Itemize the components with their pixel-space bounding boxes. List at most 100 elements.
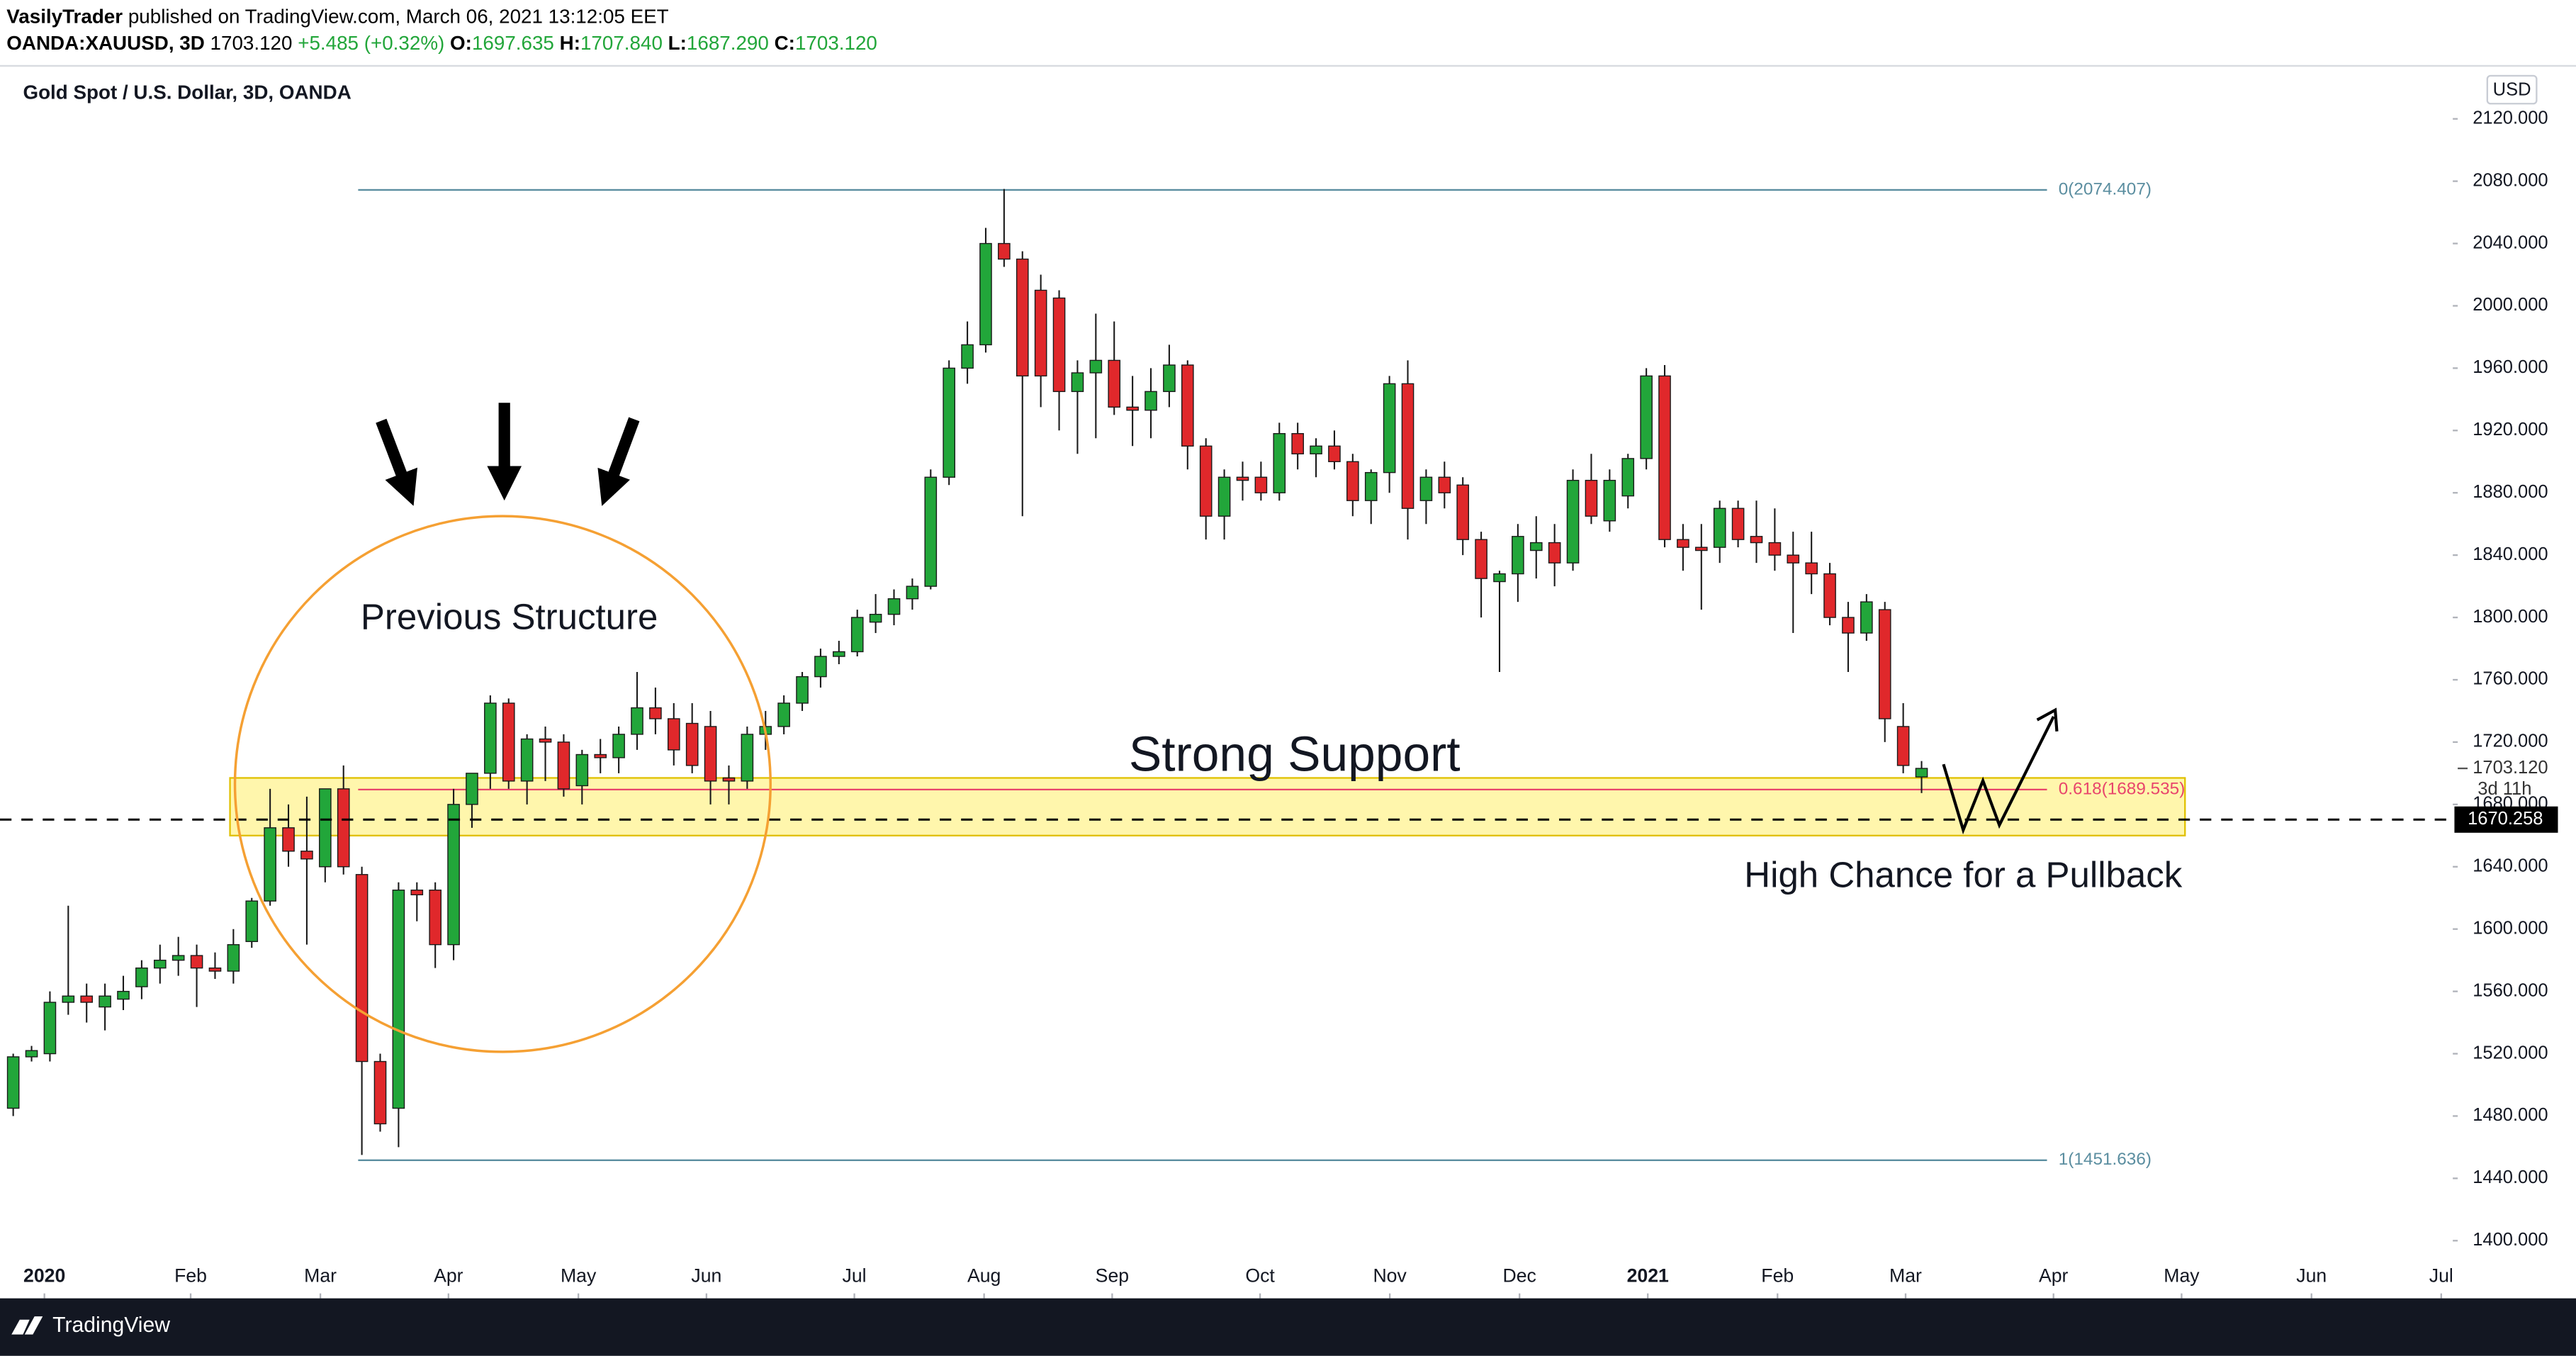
candle-body (1383, 383, 1396, 474)
candle-body (25, 1050, 38, 1058)
countdown: 3d 11h (2477, 779, 2531, 799)
candle-body (43, 1002, 57, 1055)
x-tick-label: Apr (2039, 1265, 2069, 1287)
plot: 0(2074.407) 0.618(1689.535) 1(1451.636) 140… (0, 108, 2558, 1299)
candle-body (502, 702, 515, 782)
candle-body (392, 890, 405, 1109)
candle-body (1529, 542, 1543, 551)
candle-body (1915, 768, 1928, 778)
published: published on TradingView.com, March 06, … (128, 6, 669, 28)
candle-body (520, 738, 534, 782)
y-tick-label: 1720.000 (2473, 732, 2548, 751)
author: VasilyTrader (6, 6, 123, 28)
x-tick-label: Oct (1245, 1265, 1275, 1287)
h-key: H: (560, 32, 580, 54)
candle-body (282, 827, 295, 852)
candle-body (99, 995, 111, 1008)
candle-body (1694, 547, 1708, 551)
candle-body (1658, 375, 1671, 540)
candle-body (649, 707, 662, 719)
header-line-1: VasilyTrader published on TradingView.co… (6, 6, 668, 28)
x-tick-label: Jul (2429, 1265, 2453, 1287)
candle-body (741, 734, 754, 782)
candle-body (1860, 601, 1873, 634)
candle-body (1144, 391, 1157, 411)
currency-box (2486, 74, 2538, 105)
candle-body (1805, 562, 1818, 575)
candle-body (227, 943, 240, 972)
candle-body (153, 959, 167, 969)
candle-body (833, 651, 845, 657)
candle-body (1768, 542, 1782, 556)
o-key: O: (450, 32, 472, 54)
y-tick-label: 1560.000 (2473, 980, 2548, 1000)
candle-body (135, 967, 148, 987)
y-tick-label: 1800.000 (2473, 607, 2548, 627)
candle-body (429, 890, 441, 946)
candle-body (190, 955, 203, 969)
candle-body (1236, 476, 1249, 481)
candle-body (1456, 484, 1470, 540)
candle-body (373, 1060, 387, 1125)
candle-body (1713, 508, 1726, 548)
candle-body (1273, 433, 1286, 493)
candle-body (484, 702, 497, 774)
c-key: C: (775, 32, 795, 54)
x-tick-label: 2020 (23, 1265, 65, 1287)
candle-body (1842, 617, 1855, 634)
y-tick-label: 2120.000 (2473, 108, 2548, 128)
candle-body (539, 738, 552, 743)
annotation: Previous Structure (361, 597, 658, 637)
arrow (376, 418, 418, 506)
y-tick-label: 1480.000 (2473, 1105, 2548, 1125)
candle-body (1475, 539, 1487, 579)
candle-body (1512, 536, 1524, 575)
y-tick-label: 1600.000 (2473, 918, 2548, 938)
x-tick-label: Sep (1096, 1265, 1129, 1287)
change: +5.485 (+0.32%) (298, 32, 444, 54)
brand: TradingView (52, 1313, 170, 1337)
y-tick-label: 1840.000 (2473, 544, 2548, 564)
candle-body (1052, 297, 1066, 393)
x-tick-label: May (2164, 1265, 2200, 1287)
x-tick-label: Aug (967, 1265, 1001, 1287)
candle-body (943, 367, 956, 478)
pullback-arrowhead (2036, 707, 2059, 732)
arrow (597, 417, 640, 506)
l-key: L: (668, 32, 687, 54)
candle-body (466, 773, 478, 805)
candle-body (1548, 542, 1561, 564)
structure-circle (233, 515, 772, 1053)
level-label: 1670.258 (2468, 809, 2543, 829)
candle-body (447, 804, 460, 946)
candle-body (1254, 476, 1268, 493)
candle-body (631, 707, 643, 735)
candle-body (1823, 573, 1836, 618)
x-tick-label: Mar (304, 1265, 337, 1287)
candle-body (1181, 364, 1194, 447)
candle-body (245, 900, 259, 942)
candle-body (1016, 258, 1029, 377)
candle-body (1566, 479, 1580, 564)
candle-body (1034, 289, 1047, 377)
candle-body (722, 777, 736, 782)
x-tick-label: 2021 (1627, 1265, 1669, 1287)
candle-body (319, 788, 332, 868)
o: 1697.635 (472, 32, 554, 54)
candle-body (1731, 508, 1745, 540)
x-tick-label: Jun (2296, 1265, 2327, 1287)
y-tick-label: 1760.000 (2473, 669, 2548, 689)
candle-body (410, 890, 424, 896)
candle-body (1585, 479, 1598, 517)
symbol: OANDA:XAUUSD, 3D (6, 32, 205, 54)
y-tick-label: 1960.000 (2473, 357, 2548, 377)
currency: USD (2493, 79, 2531, 99)
fib-label: 1(1451.636) (2059, 1150, 2152, 1169)
candle-body (1163, 364, 1176, 393)
candle-body (1126, 406, 1139, 411)
x-tick-label: Nov (1373, 1265, 1407, 1287)
candle-body (796, 676, 809, 704)
candle-body (850, 617, 864, 653)
candle-body (171, 955, 185, 961)
c: 1703.120 (795, 32, 877, 54)
